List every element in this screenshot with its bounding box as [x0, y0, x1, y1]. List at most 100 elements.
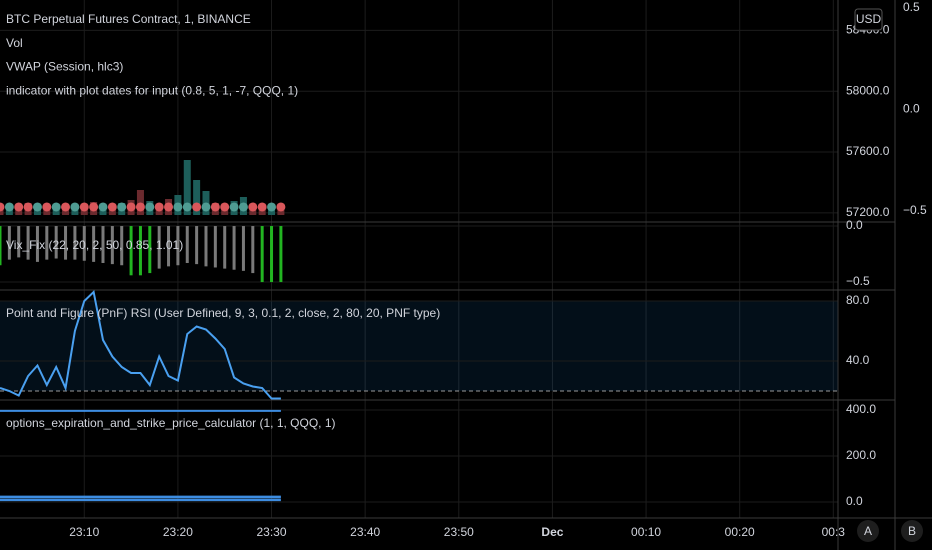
bar — [251, 226, 255, 274]
bar — [54, 226, 58, 259]
indicator-dot — [107, 202, 117, 212]
bar — [129, 226, 133, 276]
pane-title: BTC Perpetual Futures Contract, 1, BINAN… — [6, 12, 251, 26]
y-tick-label: 0.0 — [846, 218, 863, 232]
bar — [64, 226, 68, 260]
bar — [223, 226, 227, 269]
indicator-dot — [238, 202, 248, 212]
pane-title: Vol — [6, 36, 23, 50]
y-tick-label: 0.0 — [846, 494, 863, 508]
bar — [15, 209, 23, 215]
pane-title: Point and Figure (PnF) RSI (User Defined… — [6, 306, 440, 320]
pane-title: Vix_Fix (22, 20, 2, 50, 0.85, 1.01) — [6, 238, 183, 252]
bar — [138, 226, 142, 276]
bar — [176, 226, 180, 266]
bar — [92, 226, 96, 262]
bar — [270, 226, 274, 283]
time-tick-label: 23:40 — [350, 525, 380, 539]
y-tick-label: 57600.0 — [846, 144, 890, 158]
currency-badge[interactable] — [854, 8, 883, 31]
y-tick-label: 57200.0 — [846, 205, 890, 219]
y-tick-label: 58000.0 — [846, 83, 890, 97]
bar — [183, 160, 191, 215]
y-tick-label: 80.0 — [846, 293, 870, 307]
indicator-dot — [145, 202, 155, 212]
time-tick-label: 23:50 — [444, 525, 474, 539]
level-band — [0, 300, 838, 391]
bar — [110, 226, 114, 265]
bar — [185, 226, 189, 264]
bar — [120, 226, 124, 266]
indicator-dot — [32, 202, 42, 212]
scale-button[interactable] — [857, 520, 879, 542]
time-tick-label: 00:10 — [631, 525, 661, 539]
indicator-dot — [192, 202, 202, 212]
indicator-dot — [154, 202, 164, 212]
indicator-dot — [98, 202, 108, 212]
bar — [0, 226, 2, 266]
time-tick-label: 00:20 — [725, 525, 755, 539]
indicator-dot — [70, 202, 80, 212]
indicator-dot — [117, 202, 127, 212]
indicator-dot — [210, 202, 220, 212]
indicator-dot — [164, 202, 174, 212]
scale-button[interactable] — [901, 520, 923, 542]
y-tick-label: 200.0 — [846, 448, 876, 462]
indicator-dot — [79, 202, 89, 212]
y2-tick-label: 0.0 — [903, 102, 920, 116]
indicator-dot — [267, 202, 277, 212]
indicator-dot — [229, 202, 239, 212]
indicator-dot — [23, 202, 33, 212]
bar — [204, 226, 208, 267]
pane-title: indicator with plot dates for input (0.8… — [6, 83, 298, 97]
scale-button-label: A — [864, 524, 872, 538]
indicator-dot — [220, 202, 230, 212]
bar — [43, 208, 51, 215]
line-series — [0, 290, 281, 400]
indicator-dot — [4, 202, 14, 212]
indicator-dot — [126, 202, 136, 212]
bar — [193, 180, 201, 215]
indicator-dot — [276, 202, 286, 212]
currency-label: USD — [856, 12, 882, 26]
bar — [195, 226, 199, 265]
bar — [148, 226, 152, 274]
indicator-dot — [51, 202, 61, 212]
bar — [17, 226, 21, 258]
bar — [35, 226, 39, 262]
time-tick-label: Dec — [541, 525, 563, 539]
bar — [279, 226, 283, 283]
bar — [99, 208, 107, 215]
bar — [277, 208, 285, 215]
indicator-dot — [89, 202, 99, 212]
bar — [157, 226, 161, 269]
y2-tick-label: −0.5 — [903, 203, 927, 217]
bar — [260, 226, 264, 283]
y2-tick-label: 0.5 — [903, 0, 920, 14]
pane-title: VWAP (Session, hlc3) — [6, 60, 123, 74]
y-tick-label: 40.0 — [846, 353, 870, 367]
bar — [26, 226, 30, 260]
y-tick-label: −0.5 — [846, 274, 870, 288]
bar — [7, 226, 11, 260]
indicator-dot — [248, 202, 258, 212]
time-tick-label: 23:30 — [257, 525, 287, 539]
bar — [241, 226, 245, 271]
bar — [82, 226, 86, 261]
bar — [101, 226, 105, 264]
bar — [232, 226, 236, 270]
indicator-dot — [201, 202, 211, 212]
indicator-dot — [42, 202, 52, 212]
time-tick-label: 23:20 — [163, 525, 193, 539]
bar — [73, 226, 77, 260]
indicator-dot — [0, 202, 5, 212]
indicator-dot — [182, 202, 192, 212]
indicator-dot — [173, 202, 183, 212]
time-tick-label: 23:10 — [69, 525, 99, 539]
indicator-dot — [14, 202, 24, 212]
bar — [45, 226, 49, 260]
time-tick-label: 00:3 — [822, 525, 846, 539]
indicator-dot — [257, 202, 267, 212]
